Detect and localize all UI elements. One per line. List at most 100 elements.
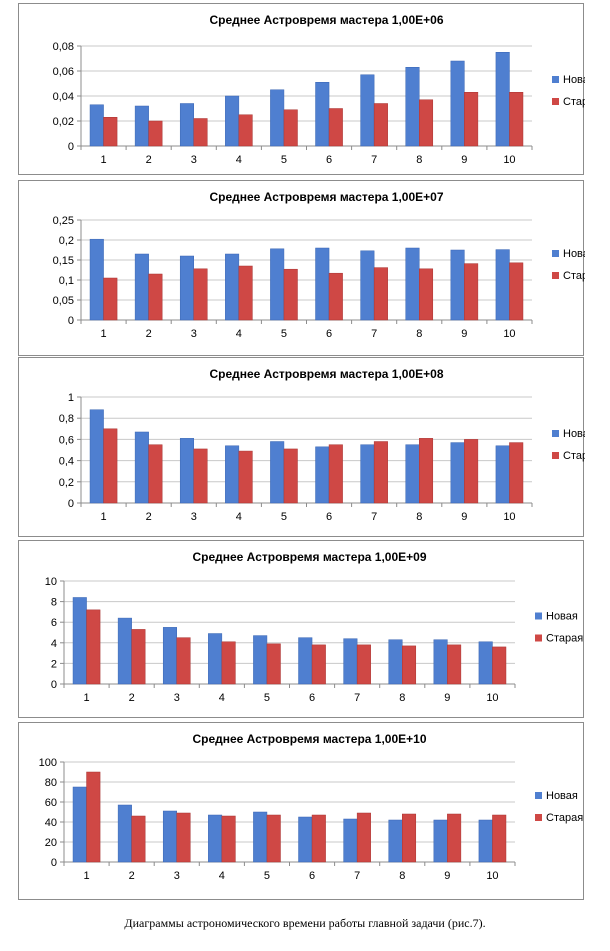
x-tick-label: 2 xyxy=(146,154,152,166)
bar-new-2 xyxy=(134,253,149,321)
chart-svg-4: Среднее Астровремя мастера 1,00E+09 0 2 4 6 8… xyxy=(45,550,583,704)
legend-swatch-old xyxy=(552,98,559,105)
x-tick-label: 5 xyxy=(264,870,270,882)
bar-new-6 xyxy=(315,247,330,321)
bar-new-8 xyxy=(405,247,420,321)
bar-old-7 xyxy=(373,441,388,504)
x-tick-label: 4 xyxy=(219,692,225,704)
bar-new-2 xyxy=(134,431,149,504)
bar-old-5 xyxy=(266,643,281,685)
x-tick-label: 5 xyxy=(281,511,287,523)
bar-new-4 xyxy=(225,95,240,147)
chart-title: Среднее Астровремя мастера 1,00E+08 xyxy=(209,367,443,381)
x-tick-label: 10 xyxy=(503,511,515,523)
x-tick-label: 9 xyxy=(461,511,467,523)
chart-title: Среднее Астровремя мастера 1,00E+09 xyxy=(192,550,426,564)
bar-new-8 xyxy=(388,819,403,863)
bar-new-8 xyxy=(388,639,403,685)
bar-old-7 xyxy=(373,103,388,147)
chart-panel-5: Среднее Астровремя мастера 1,00E+10 0 20 40… xyxy=(18,722,584,900)
bar-old-10 xyxy=(492,646,507,685)
bar-new-3 xyxy=(179,438,195,504)
bar-old-3 xyxy=(193,448,208,504)
y-tick-label: 0,4 xyxy=(59,456,74,468)
bar-new-6 xyxy=(298,637,313,685)
bar-new-1 xyxy=(72,597,87,685)
legend-swatch-new xyxy=(552,250,559,257)
bar-old-8 xyxy=(419,438,434,504)
x-tick-label: 2 xyxy=(146,511,152,523)
bar-new-10 xyxy=(495,445,510,504)
x-tick-label: 1 xyxy=(100,154,106,166)
bar-new-3 xyxy=(162,627,178,685)
x-tick-label: 9 xyxy=(444,692,450,704)
bar-old-3 xyxy=(176,637,191,685)
bar-old-6 xyxy=(328,108,343,147)
legend-swatch-old xyxy=(552,452,559,459)
y-tick-label: 6 xyxy=(51,617,57,629)
bar-old-4 xyxy=(221,641,236,685)
x-tick-label: 4 xyxy=(219,870,225,882)
x-tick-label: 1 xyxy=(83,692,89,704)
bar-new-9 xyxy=(450,442,465,504)
bar-old-4 xyxy=(238,265,253,321)
x-tick-label: 1 xyxy=(100,511,106,523)
bar-new-9 xyxy=(433,819,448,863)
x-tick-label: 4 xyxy=(236,154,242,166)
bar-new-7 xyxy=(360,444,375,504)
y-tick-label: 8 xyxy=(51,597,57,609)
x-tick-label: 2 xyxy=(146,328,152,340)
chart-panel-4: Среднее Астровремя мастера 1,00E+09 0 2 4 6 8… xyxy=(18,540,584,718)
bar-old-2 xyxy=(148,273,163,321)
bar-old-10 xyxy=(492,814,507,863)
bar-old-8 xyxy=(402,813,417,863)
legend-label-old: Старая xyxy=(546,633,583,645)
bar-new-3 xyxy=(179,255,195,321)
y-tick-label: 0 xyxy=(68,315,74,327)
y-tick-label: 0,8 xyxy=(59,413,74,425)
y-tick-label: 4 xyxy=(51,638,57,650)
x-tick-label: 8 xyxy=(416,511,422,523)
bar-old-2 xyxy=(148,444,163,504)
bar-new-7 xyxy=(360,250,375,321)
y-tick-label: 0,15 xyxy=(53,255,74,267)
bar-old-1 xyxy=(103,117,118,147)
legend-swatch-new xyxy=(552,430,559,437)
bar-new-2 xyxy=(134,105,149,147)
bar-new-1 xyxy=(72,786,87,863)
bar-old-4 xyxy=(238,114,253,147)
y-tick-label: 1 xyxy=(68,392,74,404)
bar-new-3 xyxy=(162,810,178,863)
y-tick-label: 0 xyxy=(68,141,74,153)
bar-new-4 xyxy=(225,253,240,321)
legend-swatch-new xyxy=(535,792,542,799)
bar-new-10 xyxy=(495,52,510,147)
x-tick-label: 8 xyxy=(399,870,405,882)
bar-new-4 xyxy=(225,445,240,504)
x-tick-label: 8 xyxy=(416,154,422,166)
bar-old-9 xyxy=(464,92,479,147)
bar-old-9 xyxy=(447,813,462,863)
bar-new-6 xyxy=(298,816,313,863)
x-tick-label: 1 xyxy=(100,328,106,340)
bar-new-9 xyxy=(433,639,448,685)
x-tick-label: 9 xyxy=(461,154,467,166)
chart-svg-2: Среднее Астровремя мастера 1,00E+07 0 0,05… xyxy=(53,190,585,340)
bar-old-9 xyxy=(464,263,479,321)
bar-old-4 xyxy=(221,815,236,863)
chart-title: Среднее Астровремя мастера 1,00E+10 xyxy=(192,732,426,746)
bar-old-7 xyxy=(356,812,371,863)
y-tick-label: 0,2 xyxy=(59,235,74,247)
legend-label-old: Старая xyxy=(563,96,585,108)
y-tick-label: 20 xyxy=(45,837,57,849)
bar-old-9 xyxy=(447,644,462,685)
bar-new-5 xyxy=(270,441,285,504)
bar-new-2 xyxy=(117,804,132,863)
figure-caption: Диаграммы астрономического времени работ… xyxy=(124,916,486,930)
x-tick-label: 3 xyxy=(174,870,180,882)
bar-new-9 xyxy=(450,249,465,321)
bar-old-2 xyxy=(131,629,146,685)
bar-old-7 xyxy=(373,267,388,321)
legend-swatch-new xyxy=(535,612,542,620)
legend-label-old: Старая xyxy=(563,270,585,282)
